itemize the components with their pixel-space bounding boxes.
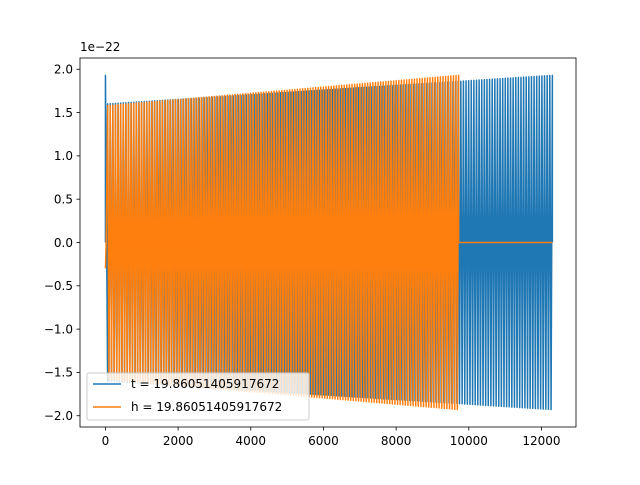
x-tick-label: 10000	[450, 434, 488, 448]
x-tick-label: 6000	[308, 434, 339, 448]
legend-box	[86, 372, 310, 421]
legend-label-series-2: h = 19.86051405917672	[131, 400, 282, 414]
x-tick-label: 12000	[522, 434, 560, 448]
y-tick-label: −1.5	[44, 366, 73, 380]
y-tick-label: −0.5	[44, 279, 73, 293]
legend: t = 19.86051405917672 h = 19.86051405917…	[86, 372, 310, 421]
legend-label-series-1: t = 19.86051405917672	[131, 377, 279, 391]
x-tick-label: 8000	[381, 434, 412, 448]
x-tick-label: 2000	[163, 434, 194, 448]
y-tick-label: −1.0	[44, 322, 73, 336]
y-tick-label: 0.0	[54, 236, 73, 250]
y-tick-label: 1.0	[54, 149, 73, 163]
x-tick-label: 4000	[236, 434, 267, 448]
x-tick-label: 0	[102, 434, 110, 448]
y-tick-label: 0.5	[54, 192, 73, 206]
x-axis: 0 2000 4000 6000 8000 10000 12000	[102, 427, 561, 448]
y-offset-label: 1e−22	[80, 40, 120, 54]
y-tick-label: −2.0	[44, 409, 73, 423]
y-axis: −2.0 −1.5 −1.0 −0.5 0.0 0.5 1.0 1.5 2.0	[44, 63, 80, 423]
y-tick-label: 2.0	[54, 63, 73, 77]
y-tick-label: 1.5	[54, 106, 73, 120]
